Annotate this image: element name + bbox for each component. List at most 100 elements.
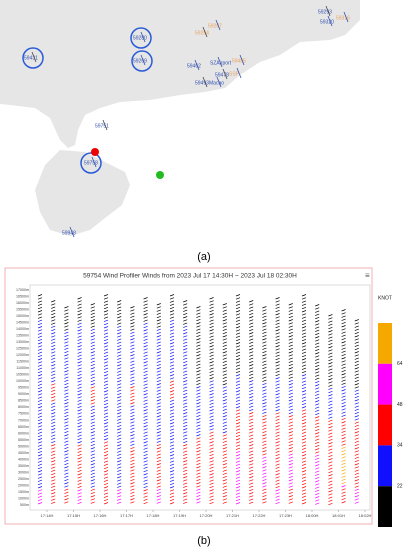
x-tick-label: 17:15H — [67, 513, 80, 518]
profiler-frame — [4, 267, 373, 525]
barb — [143, 383, 148, 386]
station-label: 59287 — [208, 23, 222, 29]
barb — [169, 354, 175, 358]
barb — [51, 421, 56, 424]
barb — [249, 370, 254, 373]
colorbar-label: 22 — [397, 484, 403, 490]
barb — [183, 373, 188, 376]
barb — [328, 458, 333, 461]
barb — [235, 479, 241, 482]
barb — [249, 453, 254, 456]
barb — [262, 494, 267, 498]
barb — [328, 352, 333, 355]
barb — [103, 473, 109, 476]
barb — [77, 348, 82, 351]
station-barb — [239, 54, 245, 66]
barb — [262, 395, 267, 398]
barb — [196, 331, 201, 334]
barb — [262, 328, 267, 331]
barb — [169, 441, 175, 444]
barb — [37, 418, 43, 422]
y-tick-label: 15000m — [16, 314, 29, 318]
barb — [196, 328, 201, 331]
station-label: 59485 — [232, 58, 246, 64]
barb — [169, 358, 175, 361]
barb — [262, 366, 267, 370]
barb — [315, 307, 320, 310]
barb — [328, 384, 333, 387]
colorbar-segment — [378, 323, 392, 364]
barb — [222, 421, 227, 424]
barb — [183, 434, 188, 437]
barb — [103, 313, 109, 316]
barb — [235, 457, 241, 460]
barb — [130, 402, 135, 405]
barb — [196, 386, 201, 389]
barb — [235, 297, 241, 300]
barb — [196, 450, 201, 453]
barb — [169, 486, 175, 489]
barb — [37, 441, 43, 444]
y-tick-label: 5500m — [18, 438, 29, 442]
barb — [209, 316, 214, 319]
barb — [222, 325, 227, 328]
barb — [183, 450, 188, 453]
barb — [275, 309, 280, 313]
barb — [117, 408, 122, 412]
barb — [354, 370, 359, 373]
barb — [275, 354, 280, 357]
barb — [90, 501, 95, 504]
barb — [222, 443, 227, 447]
barb — [64, 376, 69, 379]
barb — [275, 479, 280, 482]
barb — [301, 489, 307, 492]
barb — [77, 476, 82, 479]
barb — [156, 475, 161, 479]
barb — [143, 393, 148, 396]
barb — [169, 338, 175, 342]
barb — [209, 495, 214, 498]
barb — [130, 482, 135, 485]
station-barb — [343, 11, 349, 23]
barb — [156, 354, 161, 357]
barb — [37, 412, 43, 415]
barb — [64, 440, 69, 443]
barb — [249, 396, 254, 399]
barb — [328, 394, 333, 397]
barb — [341, 328, 346, 331]
menu-icon[interactable]: ≡ — [365, 271, 370, 280]
barb — [37, 406, 43, 409]
barb — [196, 363, 201, 366]
barb — [103, 303, 109, 306]
barb — [90, 402, 95, 405]
barb — [143, 479, 148, 482]
barb — [169, 297, 175, 300]
barb — [315, 448, 320, 451]
barb — [156, 335, 161, 338]
barb — [196, 437, 201, 440]
barb — [222, 459, 227, 463]
barb — [90, 303, 95, 306]
barb — [37, 370, 43, 374]
barb — [90, 453, 95, 456]
barb — [328, 483, 333, 486]
barb — [275, 329, 280, 332]
barb — [222, 447, 227, 450]
barb — [301, 418, 307, 422]
y-tick-label: 4500m — [18, 451, 29, 455]
barb — [90, 424, 95, 427]
barb — [249, 357, 254, 360]
barb — [183, 405, 188, 408]
barb — [90, 447, 95, 450]
barb — [156, 450, 161, 453]
barb — [209, 463, 214, 466]
barb — [90, 315, 95, 319]
barb — [315, 368, 320, 371]
barb — [209, 348, 214, 351]
barb — [90, 379, 95, 383]
barb — [209, 361, 214, 364]
barb — [249, 351, 254, 354]
barb — [315, 480, 320, 483]
barb — [249, 300, 254, 303]
barb — [315, 387, 320, 390]
